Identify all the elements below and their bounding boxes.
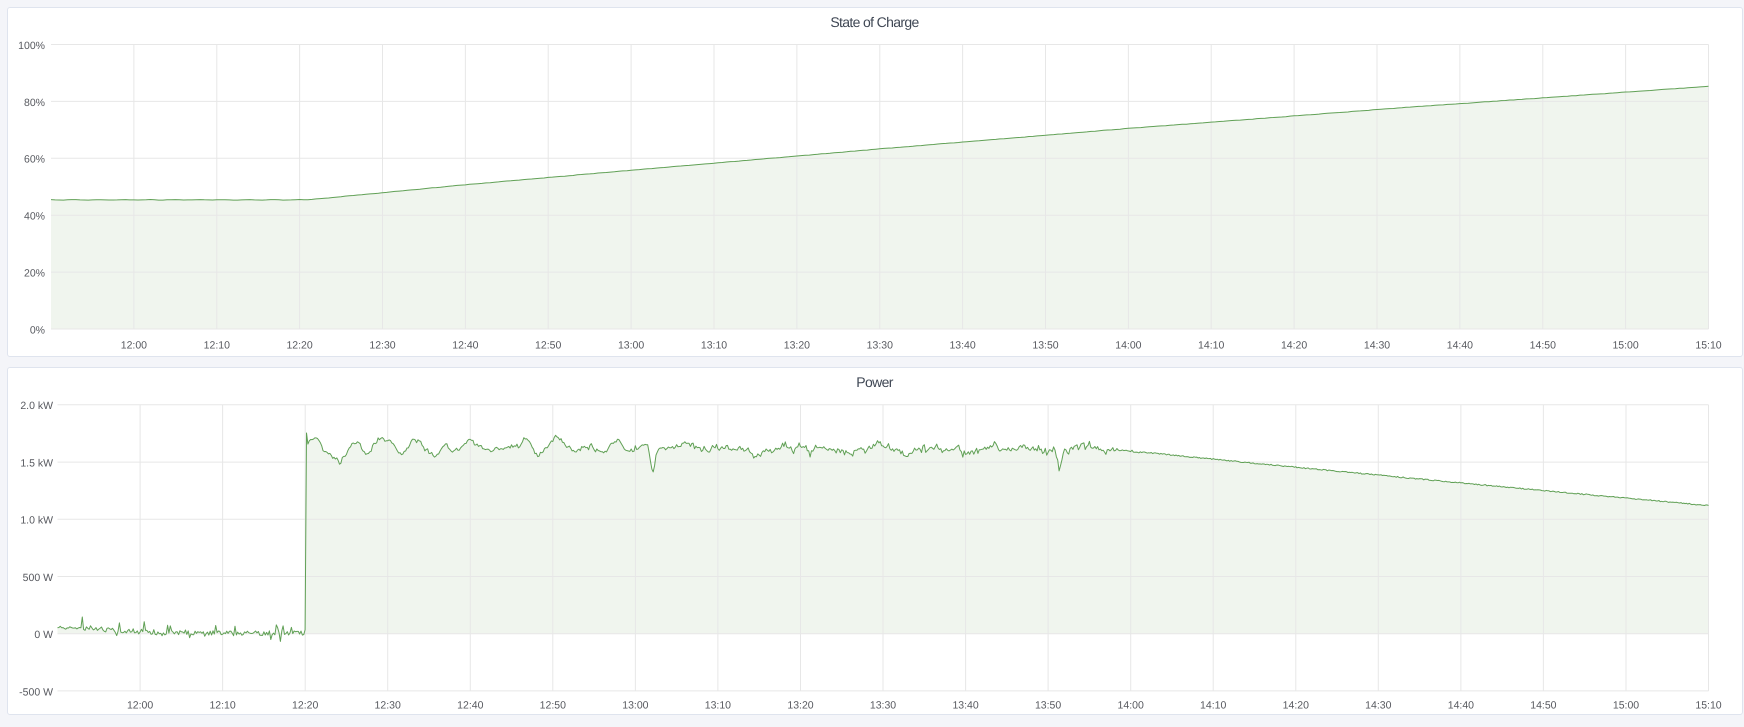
svg-text:14:30: 14:30: [1365, 700, 1391, 712]
svg-text:13:40: 13:40: [949, 339, 975, 351]
svg-text:500 W: 500 W: [23, 572, 53, 584]
svg-text:0 W: 0 W: [34, 629, 53, 641]
svg-text:2.0 kW: 2.0 kW: [20, 400, 53, 412]
svg-text:40%: 40%: [24, 211, 45, 223]
svg-text:14:20: 14:20: [1281, 339, 1307, 351]
svg-text:State of Charge: State of Charge: [830, 14, 919, 30]
svg-text:15:00: 15:00: [1612, 339, 1638, 351]
svg-text:12:30: 12:30: [375, 700, 401, 712]
svg-text:12:40: 12:40: [452, 339, 478, 351]
svg-text:15:10: 15:10: [1695, 700, 1721, 712]
svg-text:13:50: 13:50: [1032, 339, 1058, 351]
svg-text:14:40: 14:40: [1448, 700, 1474, 712]
svg-text:12:30: 12:30: [369, 339, 395, 351]
svg-text:12:10: 12:10: [204, 339, 230, 351]
svg-text:0%: 0%: [30, 324, 45, 336]
svg-text:13:20: 13:20: [784, 339, 810, 351]
svg-text:14:40: 14:40: [1447, 339, 1473, 351]
svg-text:15:10: 15:10: [1695, 339, 1721, 351]
svg-text:12:00: 12:00: [121, 339, 147, 351]
svg-text:14:00: 14:00: [1118, 700, 1144, 712]
svg-text:14:50: 14:50: [1530, 339, 1556, 351]
svg-text:14:20: 14:20: [1283, 700, 1309, 712]
svg-text:-500 W: -500 W: [19, 686, 53, 698]
svg-text:13:00: 13:00: [622, 700, 648, 712]
svg-text:15:00: 15:00: [1613, 700, 1639, 712]
svg-text:12:40: 12:40: [457, 700, 483, 712]
svg-text:14:10: 14:10: [1200, 700, 1226, 712]
svg-text:Power: Power: [856, 374, 893, 390]
svg-text:13:10: 13:10: [701, 339, 727, 351]
svg-text:13:30: 13:30: [867, 339, 893, 351]
svg-text:14:30: 14:30: [1364, 339, 1390, 351]
svg-text:13:30: 13:30: [870, 700, 896, 712]
svg-text:13:20: 13:20: [787, 700, 813, 712]
svg-text:60%: 60%: [24, 154, 45, 166]
svg-text:12:20: 12:20: [292, 700, 318, 712]
svg-text:14:00: 14:00: [1115, 339, 1141, 351]
svg-text:80%: 80%: [24, 97, 45, 109]
svg-text:12:20: 12:20: [286, 339, 312, 351]
svg-text:14:50: 14:50: [1530, 700, 1556, 712]
svg-text:1.5 kW: 1.5 kW: [20, 458, 53, 470]
svg-text:100%: 100%: [18, 40, 45, 52]
svg-text:12:00: 12:00: [127, 700, 153, 712]
svg-text:13:10: 13:10: [705, 700, 731, 712]
svg-text:13:40: 13:40: [952, 700, 978, 712]
svg-text:14:10: 14:10: [1198, 339, 1224, 351]
svg-text:13:50: 13:50: [1035, 700, 1061, 712]
svg-text:20%: 20%: [24, 268, 45, 280]
svg-text:12:10: 12:10: [209, 700, 235, 712]
svg-text:12:50: 12:50: [535, 339, 561, 351]
svg-text:1.0 kW: 1.0 kW: [20, 515, 53, 527]
svg-text:13:00: 13:00: [618, 339, 644, 351]
svg-text:12:50: 12:50: [540, 700, 566, 712]
